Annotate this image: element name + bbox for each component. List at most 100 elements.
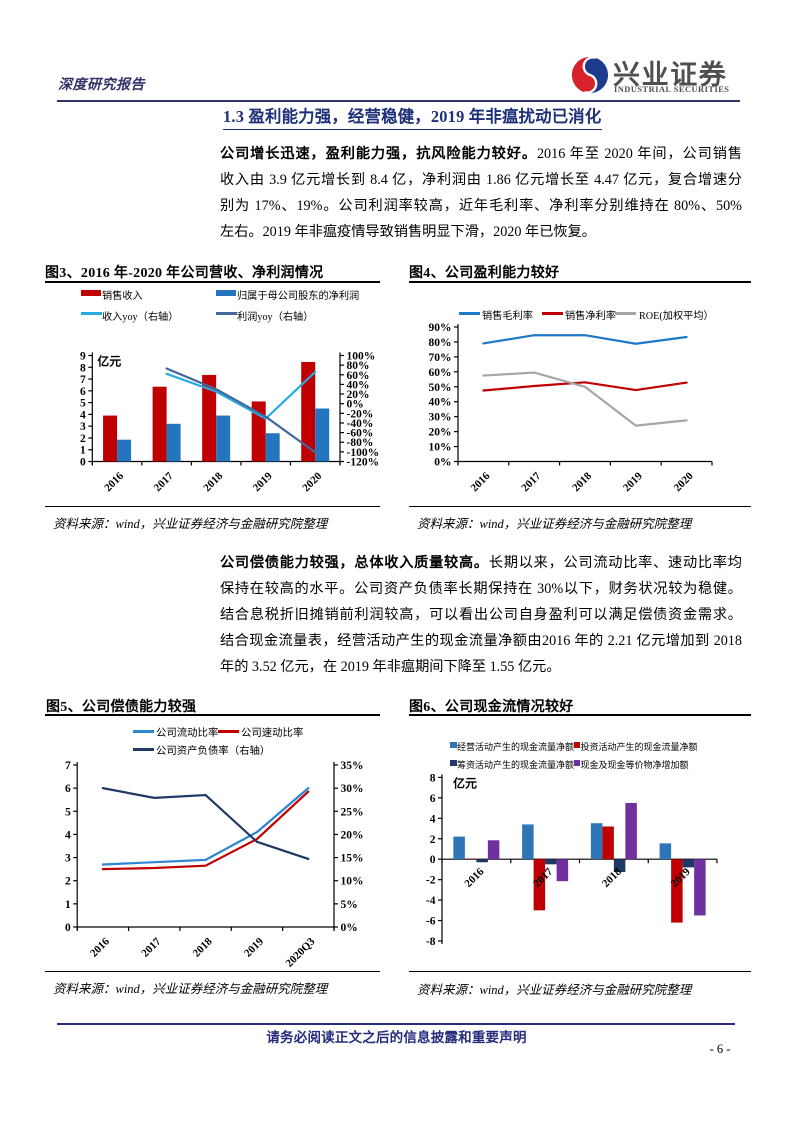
- line-利润yoy（右轴）: [165, 367, 317, 454]
- figure6-title-rule: [409, 713, 751, 716]
- legend-label-net-margin: 销售净利率: [565, 310, 616, 322]
- page-number: - 6 -: [709, 1042, 731, 1056]
- y-axis-label: 0: [65, 922, 71, 934]
- bar-筹资活动产生的现金流量净额-2018: [613, 859, 626, 872]
- x-axis-label-2019: 2019: [621, 470, 645, 493]
- x-axis-label-2018: 2018: [570, 470, 594, 493]
- bar-经营活动产生的现金流量净额-2018: [590, 823, 603, 860]
- x-axis-label-2016: 2016: [102, 470, 126, 494]
- bar-销售收入-2018: [202, 374, 217, 462]
- y-axis-label: 70%: [429, 352, 452, 364]
- y-axis-label: -100%: [347, 447, 380, 459]
- figure5-title: 图5、公司偿债能力较强: [46, 700, 197, 715]
- legend-label-gross-margin: 销售毛利率: [482, 310, 533, 322]
- x-axis-label-2019: 2019: [242, 935, 266, 959]
- paragraph-1: 公司增长迅速，盈利能力强，抗风险能力较好。2016 年至 2020 年间，公司销…: [220, 141, 742, 245]
- footer-divider: [57, 1023, 735, 1025]
- figure5-block: 图5、公司偿债能力较强 公司流动比率 公司速动比率 公司资产负债率（右轴） 7 6…: [45, 696, 380, 996]
- bar-现金及现金等价物净增加额-2019: [694, 859, 706, 916]
- legend-label-net-cash-increase: 现金及现金等价物净增加额: [580, 759, 689, 770]
- y-axis-label: 60%: [347, 370, 370, 382]
- figure6-block: 图6、公司现金流情况较好 经营活动产生的现金流量净额 投资活动产生的现金流量净额…: [409, 696, 751, 997]
- bar-投资活动产生的现金流量净额-2018: [602, 826, 614, 860]
- x-axis-label-2017: 2017: [139, 935, 163, 959]
- legend-swatch-current-ratio: [133, 730, 154, 733]
- x-axis-label-2020: 2020: [672, 470, 696, 493]
- bar-归属于母公司股东的净利润-2017: [166, 423, 181, 462]
- paragraph-bold-lead: 公司增长迅速，盈利能力强，抗风险能力较好。: [220, 146, 537, 162]
- y-axis-label: 35%: [341, 760, 364, 772]
- bar-投资活动产生的现金流量净额-2017: [533, 859, 546, 911]
- paragraph-line: 结合现金流量表，经营活动产生的现金流量净额由2016 年的 2.21 亿元增加到…: [220, 633, 742, 649]
- line-ROE(加权平均）: [482, 371, 688, 427]
- legend-swatch-financing-cashflow: [450, 759, 457, 767]
- y-axis-label: -40%: [347, 418, 374, 430]
- figure3-source: 资料来源：wind，兴业证券经济与金融研究院整理: [53, 517, 328, 531]
- y-axis-label: 90%: [429, 322, 452, 334]
- y-axis-label: 80%: [429, 337, 452, 349]
- legend-swatch-debt-ratio: [133, 748, 154, 751]
- bar-筹资活动产生的现金流量净额-2017: [545, 859, 557, 865]
- figure4-source: 资料来源：wind，兴业证券经济与金融研究院整理: [417, 517, 692, 531]
- report-type-label: 深度研究报告: [58, 78, 145, 93]
- y-axis-label: 4: [80, 409, 86, 421]
- company-name-en: INDUSTRIAL SECURITIES: [614, 84, 730, 94]
- header-divider: [57, 100, 740, 102]
- figure6-title: 图6、公司现金流情况较好: [409, 700, 574, 715]
- company-logo-icon: [571, 56, 609, 94]
- y-axis-label: 80%: [347, 360, 370, 372]
- y-axis-label: 30%: [429, 412, 452, 424]
- figure4-bottom-rule: [409, 506, 751, 507]
- y-axis-label: 4: [430, 813, 436, 825]
- figure4-plot: 90% 80% 70% 60% 50% 40% 30% 20% 10% 0% 2016 2017 201…: [429, 322, 713, 493]
- line-公司资产负债率（右轴）: [101, 787, 310, 861]
- y-axis-label: 0%: [341, 922, 358, 934]
- x-axis-label-2016: 2016: [468, 470, 492, 493]
- company-name-cn: 兴业证券: [613, 60, 728, 90]
- line-销售净利率: [482, 381, 688, 392]
- paragraph-line: 公司增长迅速，盈利能力强，抗风险能力较好。2016 年至 2020 年间，公司销…: [220, 141, 742, 167]
- y-axis-label: 20%: [347, 389, 370, 401]
- figure3-bottom-rule: [45, 506, 380, 507]
- legend-swatch-net-profit: [216, 290, 236, 297]
- bar-归属于母公司股东的净利润-2016: [117, 439, 132, 462]
- paragraph-line: 结合息税折旧摊销前利润较高，可以看出公司自身盈利可以满足偿债资金需求。: [220, 607, 742, 623]
- figure4-title: 图4、公司盈利能力较好: [409, 266, 560, 281]
- legend-label-investing-cashflow: 投资活动产生的现金流量净额: [580, 741, 698, 752]
- y-axis-label: -20%: [347, 408, 374, 420]
- y-axis-label: 5: [65, 806, 71, 818]
- x-axis-label-2017: 2017: [152, 470, 176, 494]
- legend-swatch-quick-ratio: [218, 730, 239, 733]
- legend-swatch-net-cash-increase: [573, 759, 580, 767]
- paragraph-line: 保持在较高的水平。公司资产负债率长期保持在 30%以下，财务状况较为稳健。: [220, 581, 742, 597]
- bar-销售收入-2020: [301, 361, 316, 462]
- y-axis-label: -8: [426, 936, 436, 948]
- legend-label-financing-cashflow: 筹资活动产生的现金流量净额: [457, 759, 575, 770]
- y-axis-label: 8: [430, 772, 436, 784]
- legend-swatch-roe: [615, 312, 636, 315]
- legend-swatch-net-margin: [542, 312, 563, 315]
- legend-swatch-revenue-yoy: [81, 312, 102, 315]
- x-axis-label-2017: 2017: [519, 470, 543, 493]
- legend-swatch-profit-yoy: [216, 312, 237, 315]
- legend-label-quick-ratio: 公司速动比率: [241, 727, 304, 739]
- paragraph-text: 长期以来，公司流动比率、速动比率均: [488, 555, 742, 571]
- paragraph-bold-lead: 公司偿债能力较强，总体收入质量较高。: [220, 555, 489, 571]
- y-axis-label: 15%: [341, 853, 364, 865]
- y-axis-label: 0: [430, 854, 436, 866]
- y-axis-label: 10%: [341, 876, 364, 888]
- bar-现金及现金等价物净增加额-2017: [556, 859, 569, 882]
- bar-现金及现金等价物净增加额-2016: [487, 840, 500, 860]
- y-axis-label: -6: [426, 916, 436, 928]
- bar-经营活动产生的现金流量净额-2016: [453, 836, 465, 860]
- y-axis-label: 30%: [341, 783, 364, 795]
- y-axis-label: 7: [80, 374, 86, 386]
- y-axis-label: 40%: [429, 397, 452, 409]
- paragraph-2: 公司偿债能力较强，总体收入质量较高。长期以来，公司流动比率、速动比率均 保持在较…: [220, 550, 742, 680]
- figure4-block: 图4、公司盈利能力较好 销售毛利率 销售净利率 ROE(加权平均） 90% 80%…: [409, 262, 751, 532]
- y-axis-label: 60%: [429, 367, 452, 379]
- y-axis-label: 3: [80, 421, 86, 433]
- legend-swatch-gross-margin: [459, 312, 480, 315]
